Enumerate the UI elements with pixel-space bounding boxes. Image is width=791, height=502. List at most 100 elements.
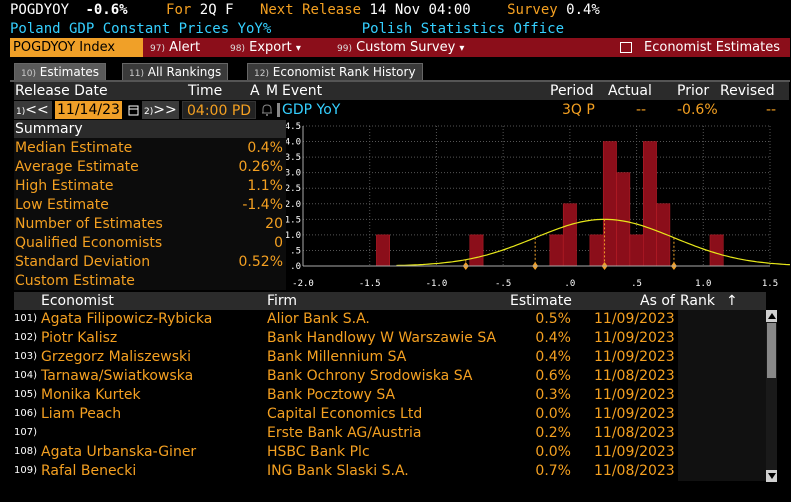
- table-row[interactable]: 109) Rafal Benecki ING Bank Slaski S.A. 0.7…: [14, 462, 766, 481]
- table-row[interactable]: 105) Monika Kurtek Bank Pocztowy SA 0.3% 11/…: [14, 386, 766, 405]
- popout-icon: [620, 42, 632, 53]
- histogram-bar: [602, 141, 617, 267]
- data-source: Polish Statistics Office: [361, 21, 565, 37]
- economist-name[interactable]: Agata Filipowicz-Rybicka: [41, 311, 213, 327]
- economist-name[interactable]: Liam Peach: [41, 406, 122, 422]
- table-row[interactable]: 103) Grzegorz Maliszewski Bank Millennium …: [14, 348, 766, 367]
- estimate-value: 0.6%: [535, 368, 571, 384]
- next-release-button[interactable]: 2)>>: [142, 101, 179, 119]
- scroll-down-button[interactable]: [766, 470, 777, 482]
- col-period: Period: [550, 83, 594, 99]
- release-date-input[interactable]: 11/14/23: [55, 101, 122, 119]
- release-time: 04:00 PD: [182, 101, 257, 119]
- scroll-up-icon: [767, 313, 776, 319]
- index-button[interactable]: POGDYOY Index: [10, 38, 143, 57]
- x-tick-label: 1.5: [762, 279, 778, 289]
- table-row[interactable]: 104) Tarnawa/Swiatkowska Bank Ochrony Srod…: [14, 367, 766, 386]
- firm-name[interactable]: Bank Handlowy W Warszawie SA: [267, 330, 497, 346]
- firm-name[interactable]: Alior Bank S.A.: [267, 311, 370, 327]
- y-tick-label: .5: [290, 246, 301, 256]
- firm-name[interactable]: Capital Economics Ltd: [267, 406, 423, 422]
- next-release-label: Next Release: [259, 2, 362, 18]
- table-row[interactable]: 101) Agata Filipowicz-Rybicka Alior Bank S…: [14, 310, 766, 329]
- alert-button[interactable]: 97) Alert: [150, 38, 200, 57]
- firm-name[interactable]: Bank Millennium SA: [267, 349, 407, 365]
- summary-median: Median Estimate 0.4%: [15, 140, 285, 159]
- for-value: 2Q F: [199, 2, 234, 18]
- table-row[interactable]: 107) Erste Bank AG/Austria 0.2% 11/08/2023: [14, 424, 766, 443]
- row-number: 104): [14, 370, 37, 381]
- col-event: Event: [282, 83, 323, 99]
- security-header: POGDYOY -0.6% For 2Q F Next Release 14 N…: [10, 2, 600, 18]
- histogram-bar: [589, 234, 604, 267]
- firm-name[interactable]: HSBC Bank Plc: [267, 444, 370, 460]
- tab-rank-history-shortcut: 12): [254, 69, 269, 79]
- sort-ascending-icon[interactable]: ↑: [726, 293, 738, 309]
- row-number: 103): [14, 351, 37, 362]
- x-tick-label: -2.0: [292, 279, 314, 289]
- row-number: 105): [14, 389, 37, 400]
- bell-icon[interactable]: [261, 101, 275, 119]
- export-caret-icon: ▾: [295, 43, 301, 54]
- tab-economist-rank-history[interactable]: 12) Economist Rank History: [247, 63, 423, 80]
- menu-bar: POGDYOY Index 97) Alert 98) Export ▾ 99)…: [10, 38, 790, 57]
- economist-name[interactable]: Rafal Benecki: [41, 463, 137, 479]
- estimate-value: 0.7%: [535, 463, 571, 479]
- scroll-down-icon: [767, 473, 776, 479]
- prev-shortcut: 1): [16, 107, 26, 117]
- current-value: -0.6%: [85, 2, 128, 18]
- histogram-bar: [642, 141, 657, 267]
- low-label: Low Estimate: [15, 197, 109, 213]
- release-revised: --: [766, 102, 777, 118]
- firm-name[interactable]: ING Bank Slaski S.A.: [267, 463, 409, 479]
- tab-all-rankings[interactable]: 11) All Rankings: [122, 63, 229, 80]
- col-estimate[interactable]: Estimate: [510, 293, 572, 309]
- col-firm[interactable]: Firm: [267, 293, 298, 309]
- economist-name[interactable]: Grzegorz Maliszewski: [41, 349, 192, 365]
- col-rank[interactable]: Rank: [680, 293, 715, 309]
- economist-name[interactable]: Monika Kurtek: [41, 387, 141, 403]
- custom-label: Custom Estimate: [15, 273, 135, 289]
- summary-custom[interactable]: Custom Estimate: [15, 273, 285, 292]
- scroll-thumb[interactable]: [767, 323, 776, 378]
- economist-estimates-button[interactable]: Economist Estimates: [644, 40, 780, 55]
- col-revised: Revised: [720, 83, 775, 99]
- histogram-bar: [549, 234, 564, 267]
- economist-name[interactable]: Piotr Kalisz: [41, 330, 118, 346]
- export-button[interactable]: 98) Export ▾: [230, 38, 301, 57]
- summary-high: High Estimate 1.1%: [15, 178, 285, 197]
- asof-date: 11/09/2023: [594, 311, 675, 327]
- alert-label: Alert: [169, 40, 201, 55]
- next-icon: >>: [153, 102, 177, 118]
- custom-survey-shortcut: 99): [337, 44, 352, 54]
- estimate-value: 0.2%: [535, 425, 571, 441]
- tab-rank-history-label: Economist Rank History: [272, 65, 416, 79]
- col-asof[interactable]: As of: [640, 293, 675, 309]
- calendar-icon[interactable]: [128, 101, 141, 119]
- col-economist[interactable]: Economist: [41, 293, 114, 309]
- economist-name[interactable]: Agata Urbanska-Giner: [41, 444, 197, 460]
- row-number: 102): [14, 332, 37, 343]
- ticker: POGDYOY: [10, 2, 70, 18]
- description: Poland GDP Constant Prices YoY%: [10, 21, 272, 37]
- estimate-value: 0.0%: [535, 406, 571, 422]
- event-name[interactable]: GDP YoY: [282, 102, 341, 118]
- histogram-bar: [616, 172, 631, 267]
- table-row[interactable]: 108) Agata Urbanska-Giner HSBC Bank Plc 0.0…: [14, 443, 766, 462]
- table-row[interactable]: 102) Piotr Kalisz Bank Handlowy W Warszawi…: [14, 329, 766, 348]
- x-tick-label: -1.5: [359, 279, 381, 289]
- table-row[interactable]: 106) Liam Peach Capital Economics Ltd 0.0% 1…: [14, 405, 766, 424]
- economist-name[interactable]: Tarnawa/Swiatkowska: [41, 368, 194, 384]
- tab-estimates[interactable]: 10) Estimates: [14, 63, 107, 80]
- export-shortcut: 98): [230, 44, 245, 54]
- for-label: For: [166, 2, 192, 18]
- summary-qualified: Qualified Economists 0: [15, 235, 285, 254]
- custom-survey-button[interactable]: 99) Custom Survey ▾: [337, 38, 464, 57]
- scroll-up-button[interactable]: [766, 310, 777, 322]
- firm-name[interactable]: Bank Ochrony Srodowiska SA: [267, 368, 473, 384]
- y-tick-label: 2.5: [286, 184, 301, 194]
- firm-name[interactable]: Erste Bank AG/Austria: [267, 425, 422, 441]
- table-scrollbar[interactable]: [766, 310, 777, 482]
- firm-name[interactable]: Bank Pocztowy SA: [267, 387, 396, 403]
- prev-release-button[interactable]: 1)<<: [14, 101, 52, 119]
